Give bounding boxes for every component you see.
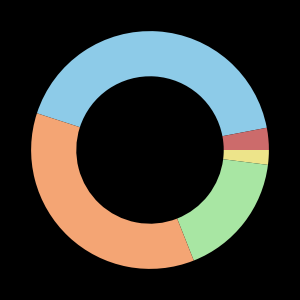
Wedge shape bbox=[177, 159, 268, 260]
Wedge shape bbox=[31, 113, 194, 269]
Wedge shape bbox=[37, 31, 267, 136]
Wedge shape bbox=[222, 128, 269, 150]
Wedge shape bbox=[223, 150, 269, 165]
